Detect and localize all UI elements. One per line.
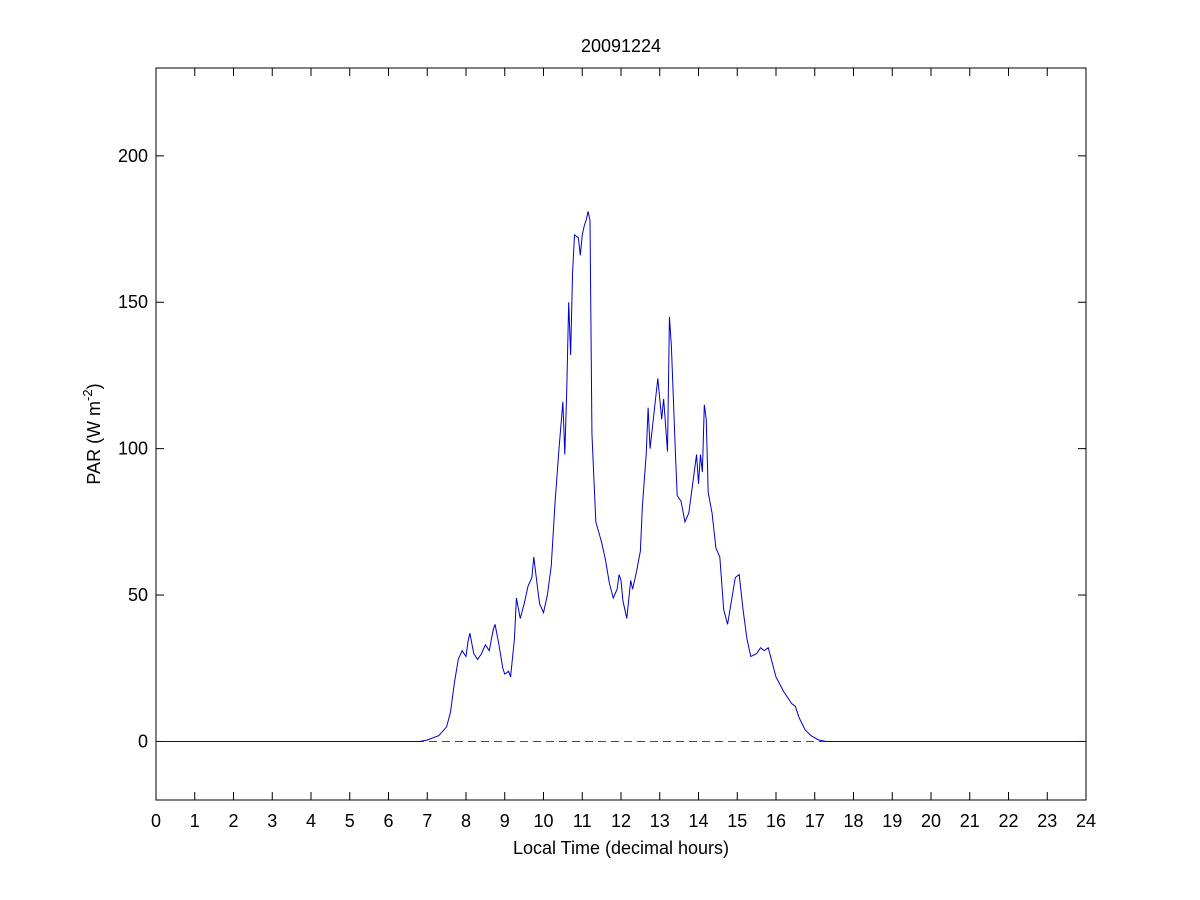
x-tick-label: 10 bbox=[533, 811, 553, 831]
x-tick-label: 14 bbox=[688, 811, 708, 831]
x-tick-label: 21 bbox=[960, 811, 980, 831]
x-tick-label: 20 bbox=[921, 811, 941, 831]
x-tick-label: 1 bbox=[190, 811, 200, 831]
x-tick-label: 15 bbox=[727, 811, 747, 831]
x-tick-label: 8 bbox=[461, 811, 471, 831]
x-tick-label: 4 bbox=[306, 811, 316, 831]
x-tick-label: 5 bbox=[345, 811, 355, 831]
x-tick-label: 19 bbox=[882, 811, 902, 831]
y-label-superscript: -2 bbox=[80, 389, 95, 401]
y-tick-label: 200 bbox=[118, 146, 148, 166]
x-tick-label: 13 bbox=[650, 811, 670, 831]
x-tick-label: 7 bbox=[422, 811, 432, 831]
x-tick-label: 6 bbox=[383, 811, 393, 831]
y-label-suffix: ) bbox=[84, 383, 104, 389]
x-tick-label: 16 bbox=[766, 811, 786, 831]
x-tick-label: 23 bbox=[1037, 811, 1057, 831]
y-tick-label: 100 bbox=[118, 439, 148, 459]
y-tick-label: 150 bbox=[118, 292, 148, 312]
y-tick-label: 50 bbox=[128, 585, 148, 605]
x-tick-label: 0 bbox=[151, 811, 161, 831]
x-tick-label: 9 bbox=[500, 811, 510, 831]
x-axis-label: Local Time (decimal hours) bbox=[513, 838, 729, 858]
x-tick-label: 22 bbox=[998, 811, 1018, 831]
y-axis-label: PAR (W m-2) bbox=[80, 383, 104, 484]
x-tick-label: 11 bbox=[573, 811, 592, 831]
data-line bbox=[156, 211, 1086, 742]
x-tick-label: 17 bbox=[805, 811, 825, 831]
y-tick-label: 0 bbox=[138, 731, 148, 751]
plot-frame bbox=[155, 67, 1087, 801]
x-tick-label: 3 bbox=[267, 811, 277, 831]
x-tick-label: 2 bbox=[228, 811, 238, 831]
x-tick-label: 18 bbox=[843, 811, 863, 831]
y-label-text: PAR (W m bbox=[84, 401, 104, 485]
x-tick-label: 12 bbox=[611, 811, 631, 831]
x-tick-label: 24 bbox=[1076, 811, 1096, 831]
chart-title: 20091224 bbox=[581, 36, 661, 56]
